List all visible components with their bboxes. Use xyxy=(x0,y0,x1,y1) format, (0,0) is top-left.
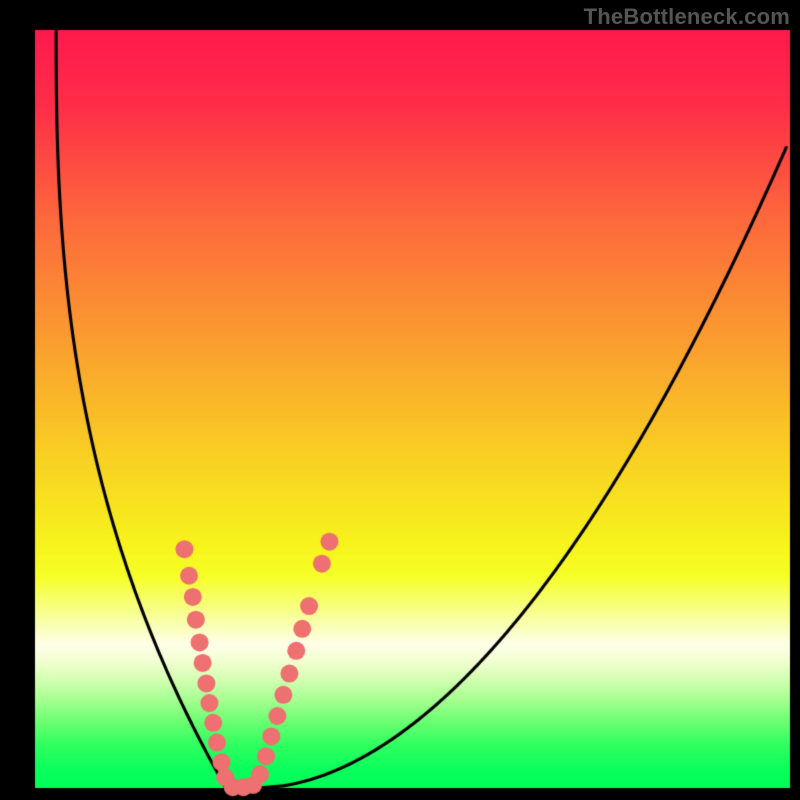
watermark-text: TheBottleneck.com xyxy=(584,4,790,30)
bottleneck-chart xyxy=(0,0,800,800)
chart-root: TheBottleneck.com xyxy=(0,0,800,800)
